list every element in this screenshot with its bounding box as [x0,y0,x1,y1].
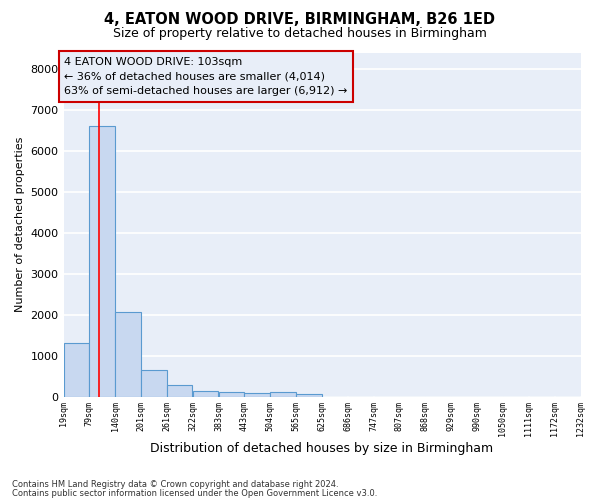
Text: Size of property relative to detached houses in Birmingham: Size of property relative to detached ho… [113,28,487,40]
Text: Contains HM Land Registry data © Crown copyright and database right 2024.: Contains HM Land Registry data © Crown c… [12,480,338,489]
Bar [219,392,244,396]
Bar [142,370,167,396]
X-axis label: Distribution of detached houses by size in Birmingham: Distribution of detached houses by size … [151,442,494,455]
Text: 4, EATON WOOD DRIVE, BIRMINGHAM, B26 1ED: 4, EATON WOOD DRIVE, BIRMINGHAM, B26 1ED [104,12,496,28]
Bar [64,344,89,396]
Bar [296,394,322,396]
Text: Contains public sector information licensed under the Open Government Licence v3: Contains public sector information licen… [12,488,377,498]
Bar [244,394,270,396]
Bar [115,312,141,396]
Bar [271,392,296,396]
Y-axis label: Number of detached properties: Number of detached properties [15,137,25,312]
Bar [167,384,193,396]
Bar [89,126,115,396]
Text: 4 EATON WOOD DRIVE: 103sqm
← 36% of detached houses are smaller (4,014)
63% of s: 4 EATON WOOD DRIVE: 103sqm ← 36% of deta… [64,56,348,96]
Bar [193,390,218,396]
